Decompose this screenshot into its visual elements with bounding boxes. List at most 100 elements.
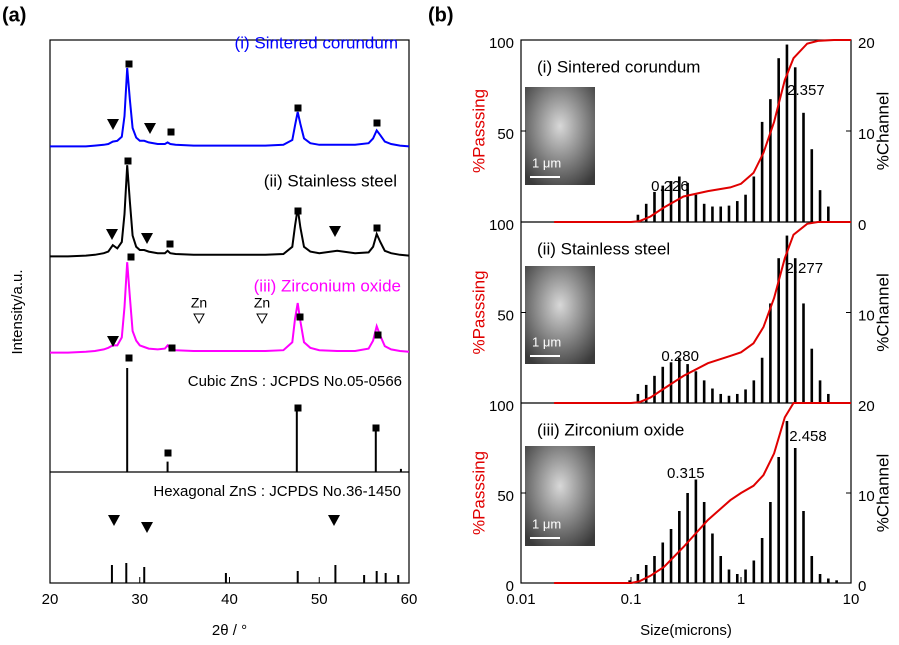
sem-image	[525, 446, 595, 546]
x-axis-label: Size(microns)	[640, 622, 732, 639]
y2-tick-label: 0	[858, 217, 866, 234]
channel-bar	[653, 556, 656, 583]
channel-bar	[827, 578, 830, 583]
channel-bar	[810, 348, 814, 403]
channel-bar	[711, 206, 714, 222]
y2-tick-label: 20	[858, 398, 875, 415]
panel-title: (iii) Zirconium oxide	[537, 420, 684, 439]
hex-marker	[108, 515, 120, 526]
channel-bar	[661, 542, 665, 583]
x-tick-label: 20	[42, 591, 59, 608]
channel-bar	[644, 384, 648, 403]
sem-images	[525, 87, 595, 546]
zns-marker	[166, 240, 174, 248]
channel-bar	[711, 533, 714, 583]
xrd-line	[50, 165, 410, 258]
channel-bar	[777, 258, 780, 403]
panel-label: (a)	[2, 4, 26, 26]
zns-marker	[294, 104, 302, 112]
channel-bar	[727, 205, 731, 222]
y-tick-label: 100	[489, 398, 514, 415]
hex-marker	[106, 229, 118, 240]
y-axis-label: %Passsing	[469, 89, 488, 173]
zns-marker	[167, 128, 175, 136]
reference-label: Hexagonal ZnS : JCPDS No.36-1450	[153, 483, 401, 500]
zn-label: Zn	[191, 295, 207, 311]
channel-bar	[785, 235, 789, 403]
legend-label: (i) Sintered corundum	[235, 33, 398, 52]
channel-bar	[769, 99, 772, 222]
channel-bar	[810, 556, 814, 583]
hex-marker	[144, 123, 156, 134]
passing-curve	[554, 402, 851, 584]
zns-marker	[168, 344, 176, 352]
y-tick-label: 50	[497, 488, 514, 505]
channel-bar	[760, 538, 764, 583]
channel-bar	[702, 203, 706, 222]
channel-bar	[735, 393, 739, 403]
legend-label: (ii) Stainless steel	[264, 171, 397, 190]
scale-bar-label: 1 μm	[532, 516, 561, 531]
channel-bar	[669, 529, 673, 583]
y2-tick-label: 10	[858, 488, 875, 505]
channel-bar	[686, 182, 689, 222]
x-tick-label: 10	[843, 591, 860, 608]
channel-bar	[735, 201, 739, 222]
channel-bar	[669, 362, 673, 403]
y-axis-label: Intensity/a.u.	[9, 269, 26, 354]
channel-bar	[760, 357, 764, 403]
channel-bar	[719, 556, 723, 583]
y-tick-label: 50	[497, 126, 514, 143]
zn-marker	[256, 313, 268, 325]
channel-bar	[818, 190, 822, 222]
y-axis-label: %Passsing	[469, 451, 488, 535]
channel-bar	[802, 303, 805, 403]
channel-bar	[835, 580, 838, 583]
channel-bar	[793, 448, 797, 583]
x-tick-label: 1	[737, 591, 745, 608]
hex-marker	[107, 336, 119, 347]
passing-curve	[554, 221, 851, 404]
channel-bar	[644, 565, 648, 583]
zns-marker	[374, 331, 382, 339]
channel-bar	[727, 395, 731, 403]
peak-label: 2.458	[789, 428, 827, 445]
y-axis-label: %Passsing	[469, 270, 488, 354]
channel-bar	[653, 375, 656, 403]
hex-marker	[141, 233, 153, 244]
peak-label: 2.277	[786, 260, 824, 277]
channel-bar	[810, 149, 814, 222]
y2-axis-label: %Channel	[873, 454, 892, 532]
channel-bar	[678, 511, 681, 583]
channel-bar	[694, 194, 698, 222]
channel-bar	[735, 574, 739, 583]
channel-bar	[760, 121, 764, 222]
channel-bar	[636, 393, 640, 403]
y2-tick-label: 10	[858, 126, 875, 143]
zns-marker	[373, 224, 381, 232]
x-tick-label: 0.1	[621, 591, 642, 608]
legend-label: (iii) Zirconium oxide	[254, 276, 401, 295]
x-axis-label: 2θ / °	[212, 622, 247, 639]
channel-bar	[678, 357, 681, 403]
channel-bar	[744, 389, 747, 403]
y2-tick-label: 0	[858, 578, 866, 595]
channel-bar	[636, 574, 640, 583]
zns-marker	[125, 354, 133, 362]
y-tick-label: 100	[489, 35, 514, 52]
channel-bar	[636, 214, 640, 222]
channel-bar	[802, 112, 805, 222]
reference-label: Cubic ZnS : JCPDS No.05-0566	[188, 373, 402, 390]
channel-bar	[661, 366, 665, 403]
channel-bar	[661, 185, 665, 222]
channel-bar	[752, 176, 756, 222]
xrd-line	[50, 67, 410, 148]
channel-bar	[818, 574, 822, 583]
channel-bar	[719, 206, 723, 222]
x-tick-label: 0.01	[506, 591, 535, 608]
channel-bar	[644, 203, 648, 222]
zns-marker	[296, 313, 304, 321]
y-tick-label: 0	[506, 578, 514, 595]
zns-marker	[294, 207, 302, 215]
